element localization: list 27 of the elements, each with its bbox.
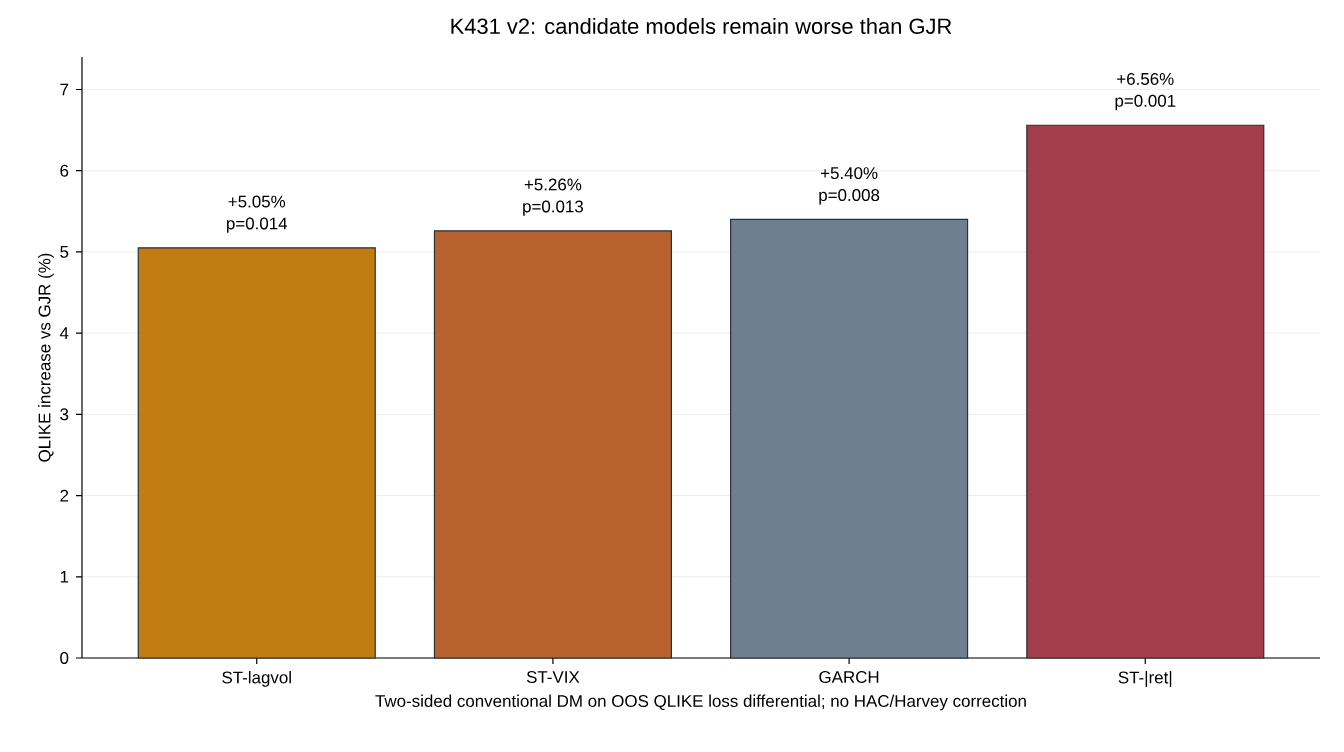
annotation: p=0.013 [523,200,584,216]
data-label: +5.40% [820,167,878,180]
x-axis-title: Two-sided conventional DM on OOS QLIKE loss differential; no HAC/Harvey correction [375,694,1026,711]
annotation: p=0.001 [1115,94,1176,111]
y-tick-label: 0 [60,652,69,664]
data-label: +5.05% [228,195,286,208]
bar [730,218,969,659]
x-tick-label: ST-|ret| [1118,671,1172,687]
chart-title: K431 v2: candidate models remain worse than GJR [451,17,952,35]
annotation: p=0.008 [819,189,880,205]
bar [137,247,376,659]
y-tick-label: 5 [60,246,69,258]
y-tick-label: 2 [60,489,69,502]
bar [1026,124,1265,659]
y-tick-label: 3 [60,408,69,421]
y-tick-label: 7 [60,83,69,96]
x-tick-label: ST-lagvol [222,671,291,687]
data-label: +5.26% [524,178,582,191]
data-label: +6.56% [1117,72,1174,85]
annotation: p=0.014 [226,217,288,233]
y-tick-label: 6 [60,164,69,177]
x-tick-label: ST-VIX [526,671,580,684]
x-tick-label: GARCH [819,671,879,684]
y-tick-label: 1 [60,570,69,583]
y-tick-label: 4 [59,327,69,339]
y-axis-title: QLIKE increase vs GJR (%) [38,253,54,462]
bar [433,230,672,659]
